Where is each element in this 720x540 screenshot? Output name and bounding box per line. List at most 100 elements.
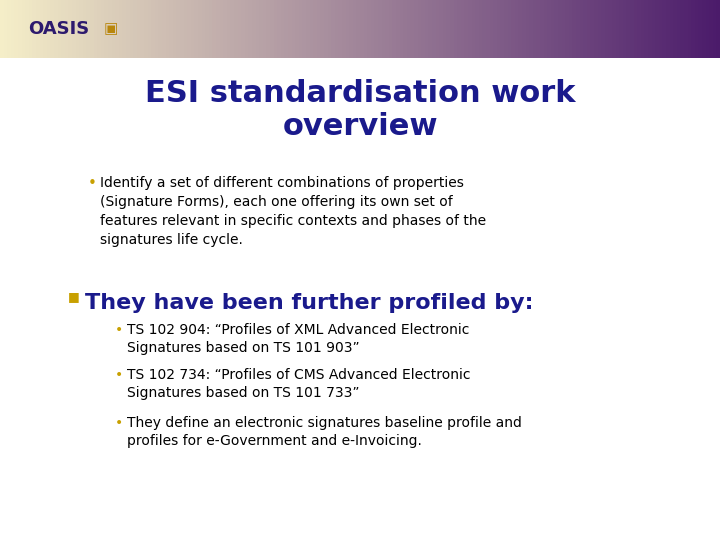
- Bar: [698, 0, 702, 58]
- Text: •: •: [115, 416, 123, 430]
- Bar: [198, 0, 202, 58]
- Bar: [115, 0, 119, 58]
- Bar: [36, 0, 40, 58]
- Bar: [490, 0, 493, 58]
- Bar: [641, 0, 644, 58]
- Bar: [659, 0, 662, 58]
- Bar: [526, 0, 529, 58]
- Bar: [259, 0, 263, 58]
- Bar: [169, 0, 173, 58]
- Bar: [144, 0, 148, 58]
- Bar: [18, 0, 22, 58]
- Bar: [655, 0, 659, 58]
- Bar: [263, 0, 266, 58]
- Bar: [562, 0, 565, 58]
- Bar: [346, 0, 349, 58]
- Bar: [400, 0, 403, 58]
- Bar: [457, 0, 461, 58]
- Bar: [54, 0, 58, 58]
- Bar: [608, 0, 612, 58]
- Bar: [479, 0, 482, 58]
- Bar: [428, 0, 432, 58]
- Bar: [104, 0, 108, 58]
- Bar: [454, 0, 457, 58]
- Bar: [4, 0, 7, 58]
- Bar: [137, 0, 140, 58]
- Bar: [680, 0, 684, 58]
- Bar: [270, 0, 274, 58]
- Bar: [90, 0, 94, 58]
- Bar: [184, 0, 187, 58]
- Bar: [342, 0, 346, 58]
- Bar: [101, 0, 104, 58]
- Bar: [349, 0, 353, 58]
- Text: ▣: ▣: [104, 22, 118, 37]
- Bar: [666, 0, 670, 58]
- Text: •: •: [115, 368, 123, 382]
- Bar: [403, 0, 407, 58]
- Bar: [634, 0, 637, 58]
- Bar: [310, 0, 313, 58]
- Bar: [612, 0, 616, 58]
- Bar: [230, 0, 234, 58]
- Bar: [122, 0, 126, 58]
- Bar: [421, 0, 425, 58]
- Bar: [446, 0, 450, 58]
- Bar: [706, 0, 709, 58]
- Bar: [709, 0, 713, 58]
- Bar: [7, 0, 11, 58]
- Bar: [378, 0, 382, 58]
- Bar: [68, 0, 72, 58]
- Bar: [486, 0, 490, 58]
- Bar: [223, 0, 227, 58]
- Bar: [418, 0, 421, 58]
- Bar: [364, 0, 367, 58]
- Bar: [140, 0, 144, 58]
- Bar: [126, 0, 130, 58]
- Bar: [256, 0, 259, 58]
- Bar: [86, 0, 90, 58]
- Bar: [83, 0, 86, 58]
- Bar: [295, 0, 299, 58]
- Text: ■: ■: [68, 290, 80, 303]
- Bar: [551, 0, 554, 58]
- Text: ESI standardisation work
overview: ESI standardisation work overview: [145, 79, 575, 141]
- Bar: [209, 0, 212, 58]
- Bar: [40, 0, 43, 58]
- Bar: [43, 0, 47, 58]
- Bar: [22, 0, 25, 58]
- Bar: [328, 0, 331, 58]
- Bar: [644, 0, 648, 58]
- Bar: [245, 0, 248, 58]
- Bar: [670, 0, 673, 58]
- Text: •: •: [115, 323, 123, 337]
- Bar: [292, 0, 295, 58]
- Bar: [504, 0, 508, 58]
- Bar: [626, 0, 630, 58]
- Bar: [151, 0, 155, 58]
- Bar: [540, 0, 544, 58]
- Text: TS 102 904: “Profiles of XML Advanced Electronic
Signatures based on TS 101 903”: TS 102 904: “Profiles of XML Advanced El…: [127, 323, 469, 355]
- Bar: [47, 0, 50, 58]
- Text: They define an electronic signatures baseline profile and
profiles for e-Governm: They define an electronic signatures bas…: [127, 416, 522, 448]
- Bar: [371, 0, 374, 58]
- Bar: [572, 0, 576, 58]
- Bar: [695, 0, 698, 58]
- Bar: [468, 0, 472, 58]
- Bar: [544, 0, 547, 58]
- Bar: [158, 0, 162, 58]
- Bar: [281, 0, 284, 58]
- Bar: [130, 0, 133, 58]
- Bar: [241, 0, 245, 58]
- Bar: [216, 0, 220, 58]
- Bar: [166, 0, 169, 58]
- Bar: [302, 0, 306, 58]
- Bar: [482, 0, 486, 58]
- Bar: [320, 0, 324, 58]
- Bar: [227, 0, 230, 58]
- Bar: [533, 0, 536, 58]
- Bar: [374, 0, 378, 58]
- Bar: [389, 0, 392, 58]
- Bar: [94, 0, 97, 58]
- Bar: [274, 0, 277, 58]
